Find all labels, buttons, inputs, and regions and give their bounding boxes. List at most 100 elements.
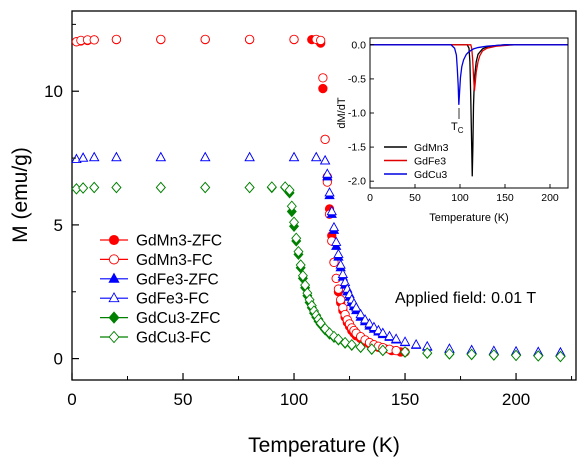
legend-entry: GdMn3-FC [100, 252, 213, 269]
data-point [359, 314, 371, 324]
data-point [337, 268, 349, 278]
data-point [555, 350, 566, 363]
legend-entry: GdCu3-FC [100, 330, 211, 347]
data-point [266, 181, 277, 193]
data-point [351, 302, 362, 312]
legend-marker [108, 254, 120, 265]
inset-y-tick-label: -1.5 [348, 142, 366, 154]
inset-legend-entry: GdFe3 [384, 155, 446, 167]
data-point [244, 151, 255, 162]
inset-legend-label: GdFe3 [414, 155, 446, 167]
inset-series-GdCu3 [370, 44, 568, 105]
legend-label: GdMn3-FC [136, 252, 213, 269]
main-axes: 0 50 100 150 200 0 5 10 [44, 23, 573, 409]
data-point [364, 318, 375, 328]
series-GdMn3-FC [71, 34, 410, 357]
data-point [289, 34, 299, 44]
data-point [355, 341, 366, 353]
inset-legend-label: GdMn3 [414, 142, 449, 154]
data-point [286, 200, 297, 212]
legend-label: GdCu3-ZFC [136, 310, 220, 327]
legend-marker [108, 311, 120, 324]
data-point [324, 187, 335, 197]
data-point [293, 245, 304, 258]
data-point [377, 327, 389, 337]
data-point [410, 338, 422, 349]
data-point [391, 345, 401, 356]
inset-x-tick-label: 0 [367, 192, 373, 204]
inset-data-lines [370, 44, 568, 177]
data-point [297, 269, 308, 282]
tc-label: TC [451, 121, 464, 135]
x-tick-label: 200 [502, 390, 530, 409]
data-point [291, 232, 302, 245]
tc-symbol: T [451, 121, 458, 133]
legend-marker [108, 330, 120, 344]
data-point [295, 259, 306, 271]
data-point [111, 151, 122, 162]
legend-entry: GdMn3-ZFC [100, 233, 222, 250]
legend-label: GdCu3-FC [136, 330, 211, 347]
data-point [320, 134, 330, 144]
tc-annotation: TC [451, 108, 464, 135]
main-x-axis-label: Temperature (K) [248, 434, 400, 457]
data-point [322, 168, 333, 178]
data-point [111, 34, 122, 44]
data-point [284, 184, 295, 196]
legend-label: GdFe3-ZFC [136, 271, 219, 288]
legend-entry: GdFe3-FC [100, 291, 209, 308]
inset-plot: 0 50 100 150 200 0.0 -0.5 -1.0 -1.5 -2.0 Temperat… [336, 37, 569, 224]
data-point [333, 333, 344, 346]
data-point [335, 259, 346, 269]
data-point [533, 350, 544, 362]
data-point [444, 348, 455, 360]
main-data-points [71, 34, 566, 363]
data-point [244, 34, 255, 44]
data-point [400, 346, 411, 358]
data-point [346, 338, 357, 351]
legend-label: GdMn3-ZFC [136, 233, 222, 250]
data-point [89, 35, 99, 45]
y-tick-label: 5 [54, 216, 63, 235]
inset-y-tick-label: -0.5 [348, 73, 366, 85]
data-point [77, 152, 89, 162]
inset-axes: 0 50 100 150 200 0.0 -0.5 -1.0 -1.5 -2.0 [348, 39, 559, 204]
data-point [289, 216, 300, 228]
data-point [511, 349, 522, 362]
legend-entry: GdCu3-ZFC [100, 310, 220, 327]
inset-background [370, 38, 568, 188]
tc-subscript: C [458, 126, 464, 135]
applied-field-annotation: Applied field: 0.01 T [395, 290, 536, 307]
data-point [328, 221, 340, 232]
data-point [156, 34, 166, 44]
data-point [333, 284, 344, 294]
data-point [200, 181, 211, 194]
data-point [89, 151, 100, 162]
data-point [318, 73, 328, 83]
data-point [384, 330, 395, 341]
data-point [355, 308, 366, 319]
main-plot-frame [71, 10, 577, 381]
data-point [390, 333, 402, 343]
data-point [488, 349, 499, 361]
main-y-axis-label: M (emu/g) [9, 147, 32, 243]
data-point [316, 35, 326, 46]
data-point [311, 151, 322, 162]
data-point [366, 343, 377, 355]
inset-x-tick-label: 50 [409, 192, 421, 204]
data-point [333, 248, 344, 258]
inset-x-axis-label: Temperature (K) [429, 212, 508, 224]
legend-marker [108, 234, 120, 246]
x-tick-label: 150 [391, 390, 419, 409]
data-point [399, 336, 411, 346]
inset-y-tick-label: -2.0 [348, 176, 366, 188]
data-point [326, 205, 337, 216]
data-point [244, 181, 255, 194]
data-point [200, 151, 211, 162]
data-point [340, 336, 351, 349]
inset-x-tick-label: 100 [451, 192, 469, 204]
legend-marker [108, 291, 120, 303]
legend-marker [108, 272, 120, 283]
